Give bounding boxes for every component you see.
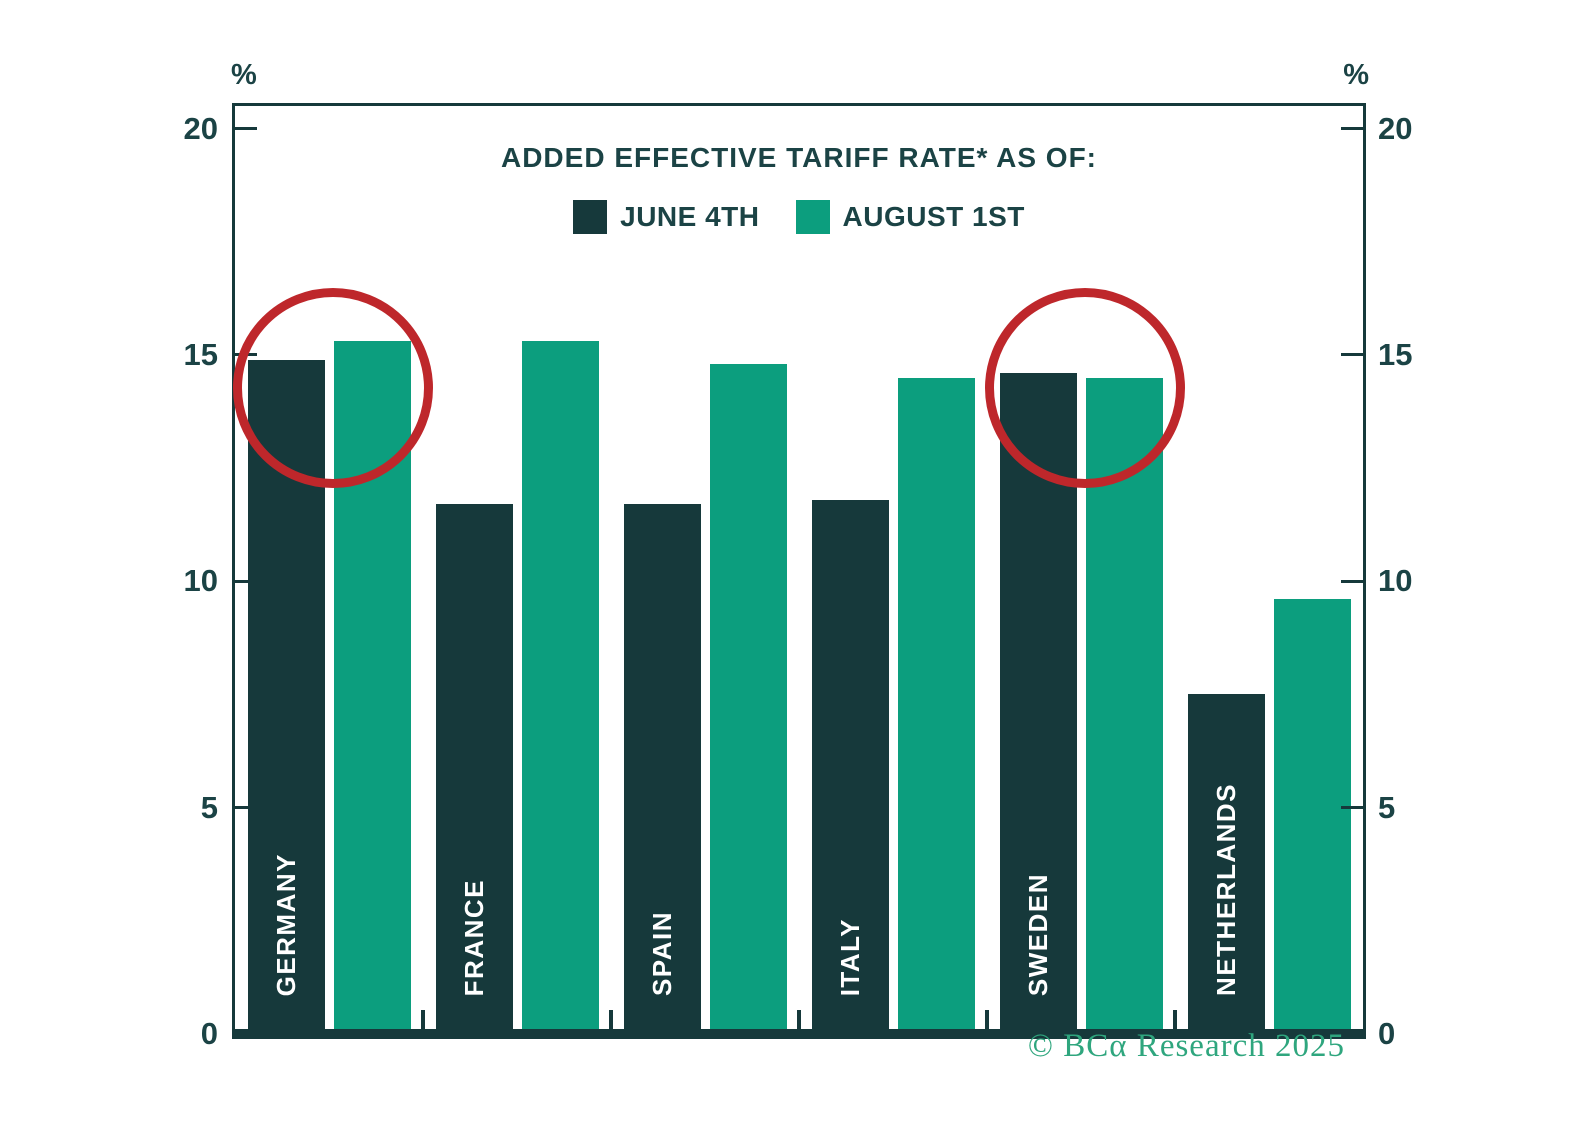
bar-june-4th-spain: SPAIN [623,504,701,1034]
bar-group-spain: SPAIN [611,106,799,1034]
x-axis-tick-3 [797,1010,801,1030]
x-axis-tick-5 [1173,1010,1177,1030]
category-label-text-germany: GERMANY [270,852,301,996]
category-label-text-spain: SPAIN [646,910,677,996]
category-label-italy: ITALY [812,918,889,996]
x-axis-tick-2 [608,1010,613,1030]
category-label-germany: GERMANY [248,853,325,996]
bar-june-4th-france: FRANCE [435,504,513,1034]
bar-june-4th-netherlands: NETHERLANDS [1187,694,1265,1034]
y-axis-tick-r-5 [1341,806,1363,810]
bar-august-1st-netherlands [1273,599,1351,1034]
category-label-spain: SPAIN [624,911,701,996]
y-axis-label-l-20: 20 [183,110,218,146]
y-axis-unit-left: % [231,59,257,91]
y-axis-label-l-15: 15 [183,336,218,372]
bar-august-1st-sweden [1085,378,1163,1034]
y-axis-label-r-5: 5 [1378,789,1396,825]
bar-august-1st-france [521,341,599,1034]
y-axis-label-l-0: 0 [200,1016,218,1051]
y-axis-label-r-15: 15 [1378,336,1413,372]
bar-groups: GERMANY FRANCE SPAIN ITALY SWEDEN NETHERLANDS [235,106,1363,1034]
bar-june-4th-italy: ITALY [811,500,889,1034]
y-axis-tick-r-20 [1341,127,1363,131]
y-axis-tick-r-15 [1341,353,1363,357]
bar-group-netherlands: NETHERLANDS [1175,106,1363,1034]
plot-top-border [232,103,1366,106]
legend: JUNE 4TH AUGUST 1ST [235,200,1363,234]
bar-august-1st-italy [897,378,975,1034]
copyright: © BCα Research 2025 [1027,1028,1345,1064]
x-axis-line [232,1029,1366,1039]
chart-title: ADDED EFFECTIVE TARIFF RATE* AS OF: [500,142,1098,173]
y-axis-unit-right: % [1343,59,1369,91]
y-axis-label-r-0: 0 [1378,1016,1396,1051]
y-axis-tick-l-10 [235,579,257,583]
legend-swatch-august-1st [795,200,830,234]
highlight-circle-germany [233,288,433,488]
legend-item-august-1st: AUGUST 1ST [795,200,1025,234]
legend-item-june-4th: JUNE 4TH [573,200,759,234]
category-label-text-italy: ITALY [834,917,865,996]
highlight-circle-sweden [985,288,1185,488]
x-axis-tick-1 [420,1010,425,1030]
y-axis-label-r-20: 20 [1378,110,1413,146]
y-axis-tick-r-10 [1341,579,1363,583]
legend-label-august-1st: AUGUST 1ST [842,201,1025,232]
bar-group-italy: ITALY [799,106,987,1034]
y-axis-label-r-10: 10 [1378,563,1413,599]
y-axis-label-l-5: 5 [200,789,218,825]
category-label-text-sweden: SWEDEN [1022,872,1053,996]
bar-august-1st-spain [709,364,787,1034]
x-axis-tick-4 [984,1010,989,1030]
category-label-netherlands: NETHERLANDS [1188,783,1265,996]
plot-area: % % ADDED EFFECTIVE TARIFF RATE* AS OF: … [184,59,1413,1051]
bar-group-germany: GERMANY [235,106,423,1034]
category-label-text-netherlands: NETHERLANDS [1210,783,1241,996]
category-label-sweden: SWEDEN [1000,873,1077,996]
y-axis-label-l-10: 10 [183,563,218,599]
y-axis-tick-l-5 [235,806,257,810]
legend-swatch-june-4th [573,200,608,234]
bar-group-sweden: SWEDEN [987,106,1175,1034]
category-label-france: FRANCE [436,879,513,996]
bar-group-france: FRANCE [423,106,611,1034]
y-axis-left [232,103,235,1034]
y-axis-right [1363,103,1366,1034]
legend-label-june-4th: JUNE 4TH [620,201,760,232]
y-axis-tick-l-20 [235,127,257,131]
category-label-text-france: FRANCE [458,878,489,996]
